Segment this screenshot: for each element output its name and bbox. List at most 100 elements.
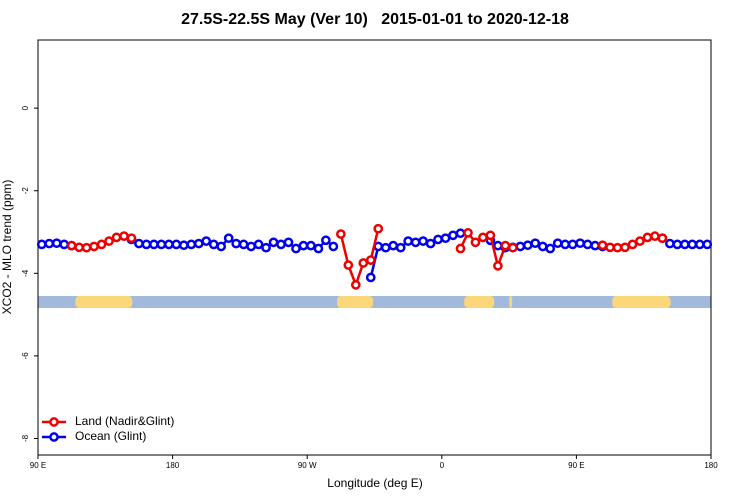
data-point	[126, 233, 137, 244]
x-tick-label: 180	[704, 461, 718, 470]
data-point	[350, 280, 361, 290]
data-point	[440, 233, 451, 244]
data-point	[201, 236, 212, 246]
data-point	[51, 238, 62, 249]
data-point	[313, 243, 324, 254]
data-point	[493, 240, 503, 251]
data-point	[500, 240, 511, 251]
data-point	[111, 232, 122, 243]
ocean-strip	[38, 296, 711, 308]
data-point	[702, 239, 713, 250]
land-strip	[75, 296, 133, 308]
data-point	[44, 238, 55, 249]
data-point	[178, 240, 189, 251]
data-point	[403, 236, 413, 246]
x-tick-label: 180	[166, 461, 180, 470]
y-tick-label: -4	[21, 269, 30, 277]
y-tick-label: -6	[21, 352, 30, 360]
data-point	[522, 240, 533, 251]
legend-label: Ocean (Glint)	[75, 429, 146, 443]
data-point	[59, 239, 70, 250]
data-point	[253, 239, 264, 250]
data-point	[388, 240, 399, 251]
data-point	[627, 239, 638, 250]
data-point	[530, 238, 541, 249]
data-point	[171, 239, 182, 250]
data-point	[216, 241, 227, 252]
data-point	[283, 237, 294, 248]
data-point	[679, 239, 690, 250]
legend-marker	[49, 417, 59, 427]
data-point	[306, 240, 316, 251]
data-point	[365, 272, 376, 283]
data-point	[455, 228, 466, 239]
x-tick-label: 90 W	[298, 461, 317, 470]
data-point	[119, 231, 129, 241]
data-point	[455, 243, 466, 254]
data-point	[164, 239, 174, 250]
y-tick-label: 0	[21, 105, 30, 110]
data-point	[66, 240, 77, 251]
data-point	[515, 241, 526, 252]
data-point	[291, 243, 301, 254]
x-tick-label: 90 E	[568, 461, 584, 470]
land-strip	[337, 296, 374, 308]
data-point	[231, 238, 242, 249]
data-point	[694, 239, 705, 250]
data-point	[141, 239, 152, 250]
data-point	[642, 232, 653, 243]
data-point	[433, 234, 443, 245]
data-point	[657, 233, 668, 244]
data-point	[156, 239, 167, 250]
data-point	[395, 242, 406, 253]
data-point	[373, 223, 384, 234]
legend-label: Land (Nadir&Glint)	[75, 414, 174, 428]
data-point	[567, 239, 578, 250]
x-axis-label: Longitude (deg E)	[327, 476, 422, 490]
data-point	[478, 232, 488, 243]
data-point	[104, 236, 114, 246]
data-point	[672, 239, 683, 250]
data-point	[246, 241, 256, 252]
data-point	[321, 235, 331, 246]
data-point	[343, 260, 354, 270]
data-point	[89, 241, 99, 252]
data-point	[448, 230, 458, 241]
chart-title: 27.5S-22.5S May (Ver 10) 2015-01-01 to 2…	[181, 11, 569, 28]
data-point	[410, 237, 421, 248]
data-point	[208, 239, 219, 250]
data-point	[81, 242, 92, 253]
data-point	[186, 239, 197, 250]
data-point	[560, 239, 571, 250]
data-point	[96, 239, 107, 250]
data-point	[485, 230, 496, 241]
data-point	[687, 239, 698, 250]
data-point	[575, 238, 585, 249]
x-tick-label: 0	[440, 461, 445, 470]
data-point	[470, 237, 481, 248]
data-point	[261, 242, 271, 253]
y-axis-label: XCO2 - MLO trend (ppm)	[0, 180, 14, 315]
data-point	[620, 242, 630, 253]
data-point	[193, 238, 204, 249]
data-point	[298, 240, 309, 251]
data-point	[149, 239, 159, 250]
data-point	[223, 233, 234, 244]
plot-frame	[37, 39, 712, 456]
data-point	[336, 229, 346, 239]
data-point	[380, 242, 391, 253]
land-strip	[509, 296, 513, 308]
data-point	[238, 239, 249, 250]
data-point	[552, 238, 563, 249]
data-point	[358, 258, 369, 268]
data-point	[493, 261, 503, 271]
data-point	[74, 242, 84, 253]
data-point	[425, 238, 436, 249]
land-strip	[612, 296, 671, 308]
data-point	[268, 237, 279, 248]
data-point	[635, 236, 645, 246]
data-point	[276, 239, 286, 250]
legend-marker	[49, 432, 59, 442]
x-tick-label: 90 E	[30, 461, 46, 470]
